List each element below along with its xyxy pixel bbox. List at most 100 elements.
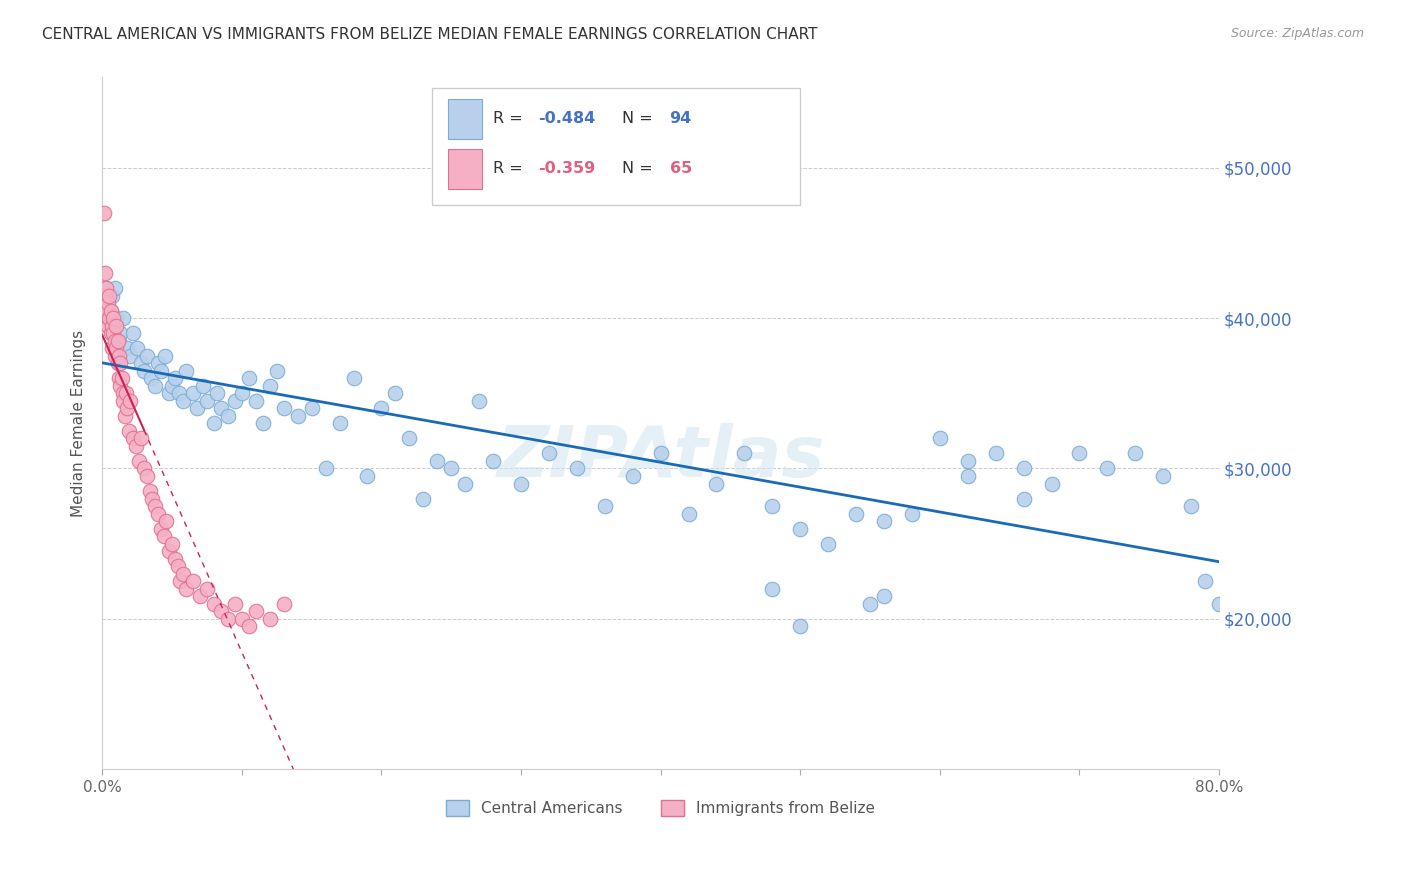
Point xyxy=(224,597,246,611)
Point xyxy=(152,529,174,543)
Text: R =: R = xyxy=(494,161,529,176)
Point xyxy=(160,378,183,392)
Point xyxy=(101,318,124,333)
Point xyxy=(160,537,183,551)
Point xyxy=(593,499,616,513)
Point xyxy=(110,326,132,340)
Point xyxy=(101,341,124,355)
Point xyxy=(141,491,163,506)
Point xyxy=(111,371,134,385)
Point xyxy=(103,326,125,340)
Point xyxy=(94,266,117,280)
Point xyxy=(100,303,122,318)
Point xyxy=(122,431,145,445)
Point xyxy=(510,476,533,491)
Point xyxy=(984,446,1007,460)
Point xyxy=(412,491,434,506)
Point xyxy=(112,311,135,326)
Point xyxy=(105,318,128,333)
Point xyxy=(301,401,323,416)
Point xyxy=(315,461,337,475)
Text: N =: N = xyxy=(621,161,658,176)
Point xyxy=(98,311,121,326)
Point xyxy=(120,349,142,363)
Point xyxy=(135,349,157,363)
Point xyxy=(845,507,868,521)
Point xyxy=(1180,499,1202,513)
Point xyxy=(172,393,194,408)
Text: R =: R = xyxy=(494,112,529,127)
Point xyxy=(118,424,141,438)
Point xyxy=(252,417,274,431)
Point xyxy=(153,349,176,363)
Point xyxy=(195,582,218,596)
Point xyxy=(181,574,204,589)
Point xyxy=(678,507,700,521)
Point xyxy=(384,386,406,401)
Point xyxy=(224,393,246,408)
Point xyxy=(138,484,160,499)
Point xyxy=(110,378,132,392)
Point xyxy=(98,288,121,302)
Point xyxy=(873,514,896,528)
Point xyxy=(149,364,172,378)
Point xyxy=(131,356,153,370)
Point xyxy=(108,334,131,348)
Point xyxy=(266,364,288,378)
Point xyxy=(789,619,811,633)
Point xyxy=(172,566,194,581)
Point xyxy=(231,386,253,401)
Point xyxy=(112,393,135,408)
Text: CENTRAL AMERICAN VS IMMIGRANTS FROM BELIZE MEDIAN FEMALE EARNINGS CORRELATION CH: CENTRAL AMERICAN VS IMMIGRANTS FROM BELI… xyxy=(42,27,818,42)
Point xyxy=(146,356,169,370)
Point xyxy=(94,288,117,302)
Point xyxy=(146,507,169,521)
Point xyxy=(107,334,129,348)
Text: Source: ZipAtlas.com: Source: ZipAtlas.com xyxy=(1230,27,1364,40)
Point xyxy=(956,469,979,483)
Point xyxy=(108,371,131,385)
Point xyxy=(537,446,560,460)
Point xyxy=(650,446,672,460)
Point xyxy=(342,371,364,385)
Point xyxy=(202,417,225,431)
Point xyxy=(440,461,463,475)
Point xyxy=(287,409,309,423)
Point xyxy=(110,356,132,370)
Point xyxy=(217,612,239,626)
Point xyxy=(114,409,136,423)
Point xyxy=(956,454,979,468)
Legend: Central Americans, Immigrants from Belize: Central Americans, Immigrants from Beliz… xyxy=(439,792,883,824)
Bar xyxy=(449,149,482,189)
Point xyxy=(97,296,120,310)
Point xyxy=(209,604,232,618)
Point xyxy=(761,499,783,513)
Point xyxy=(100,326,122,340)
Point xyxy=(143,378,166,392)
Point xyxy=(468,393,491,408)
Point xyxy=(98,318,121,333)
Point xyxy=(128,454,150,468)
Point xyxy=(259,612,281,626)
Point xyxy=(167,386,190,401)
Point xyxy=(169,574,191,589)
Point xyxy=(245,393,267,408)
Point xyxy=(155,514,177,528)
Y-axis label: Median Female Earnings: Median Female Earnings xyxy=(72,330,86,517)
Point xyxy=(191,378,214,392)
Point xyxy=(329,417,352,431)
Point xyxy=(93,206,115,220)
Point xyxy=(1194,574,1216,589)
Point xyxy=(259,378,281,392)
Point xyxy=(273,597,295,611)
Point xyxy=(105,341,128,355)
Point xyxy=(209,401,232,416)
Point xyxy=(157,386,180,401)
Point xyxy=(132,461,155,475)
Point xyxy=(238,371,260,385)
Point xyxy=(107,356,129,370)
Point xyxy=(97,311,120,326)
Point xyxy=(789,522,811,536)
Point xyxy=(1012,491,1035,506)
Point xyxy=(104,281,127,295)
